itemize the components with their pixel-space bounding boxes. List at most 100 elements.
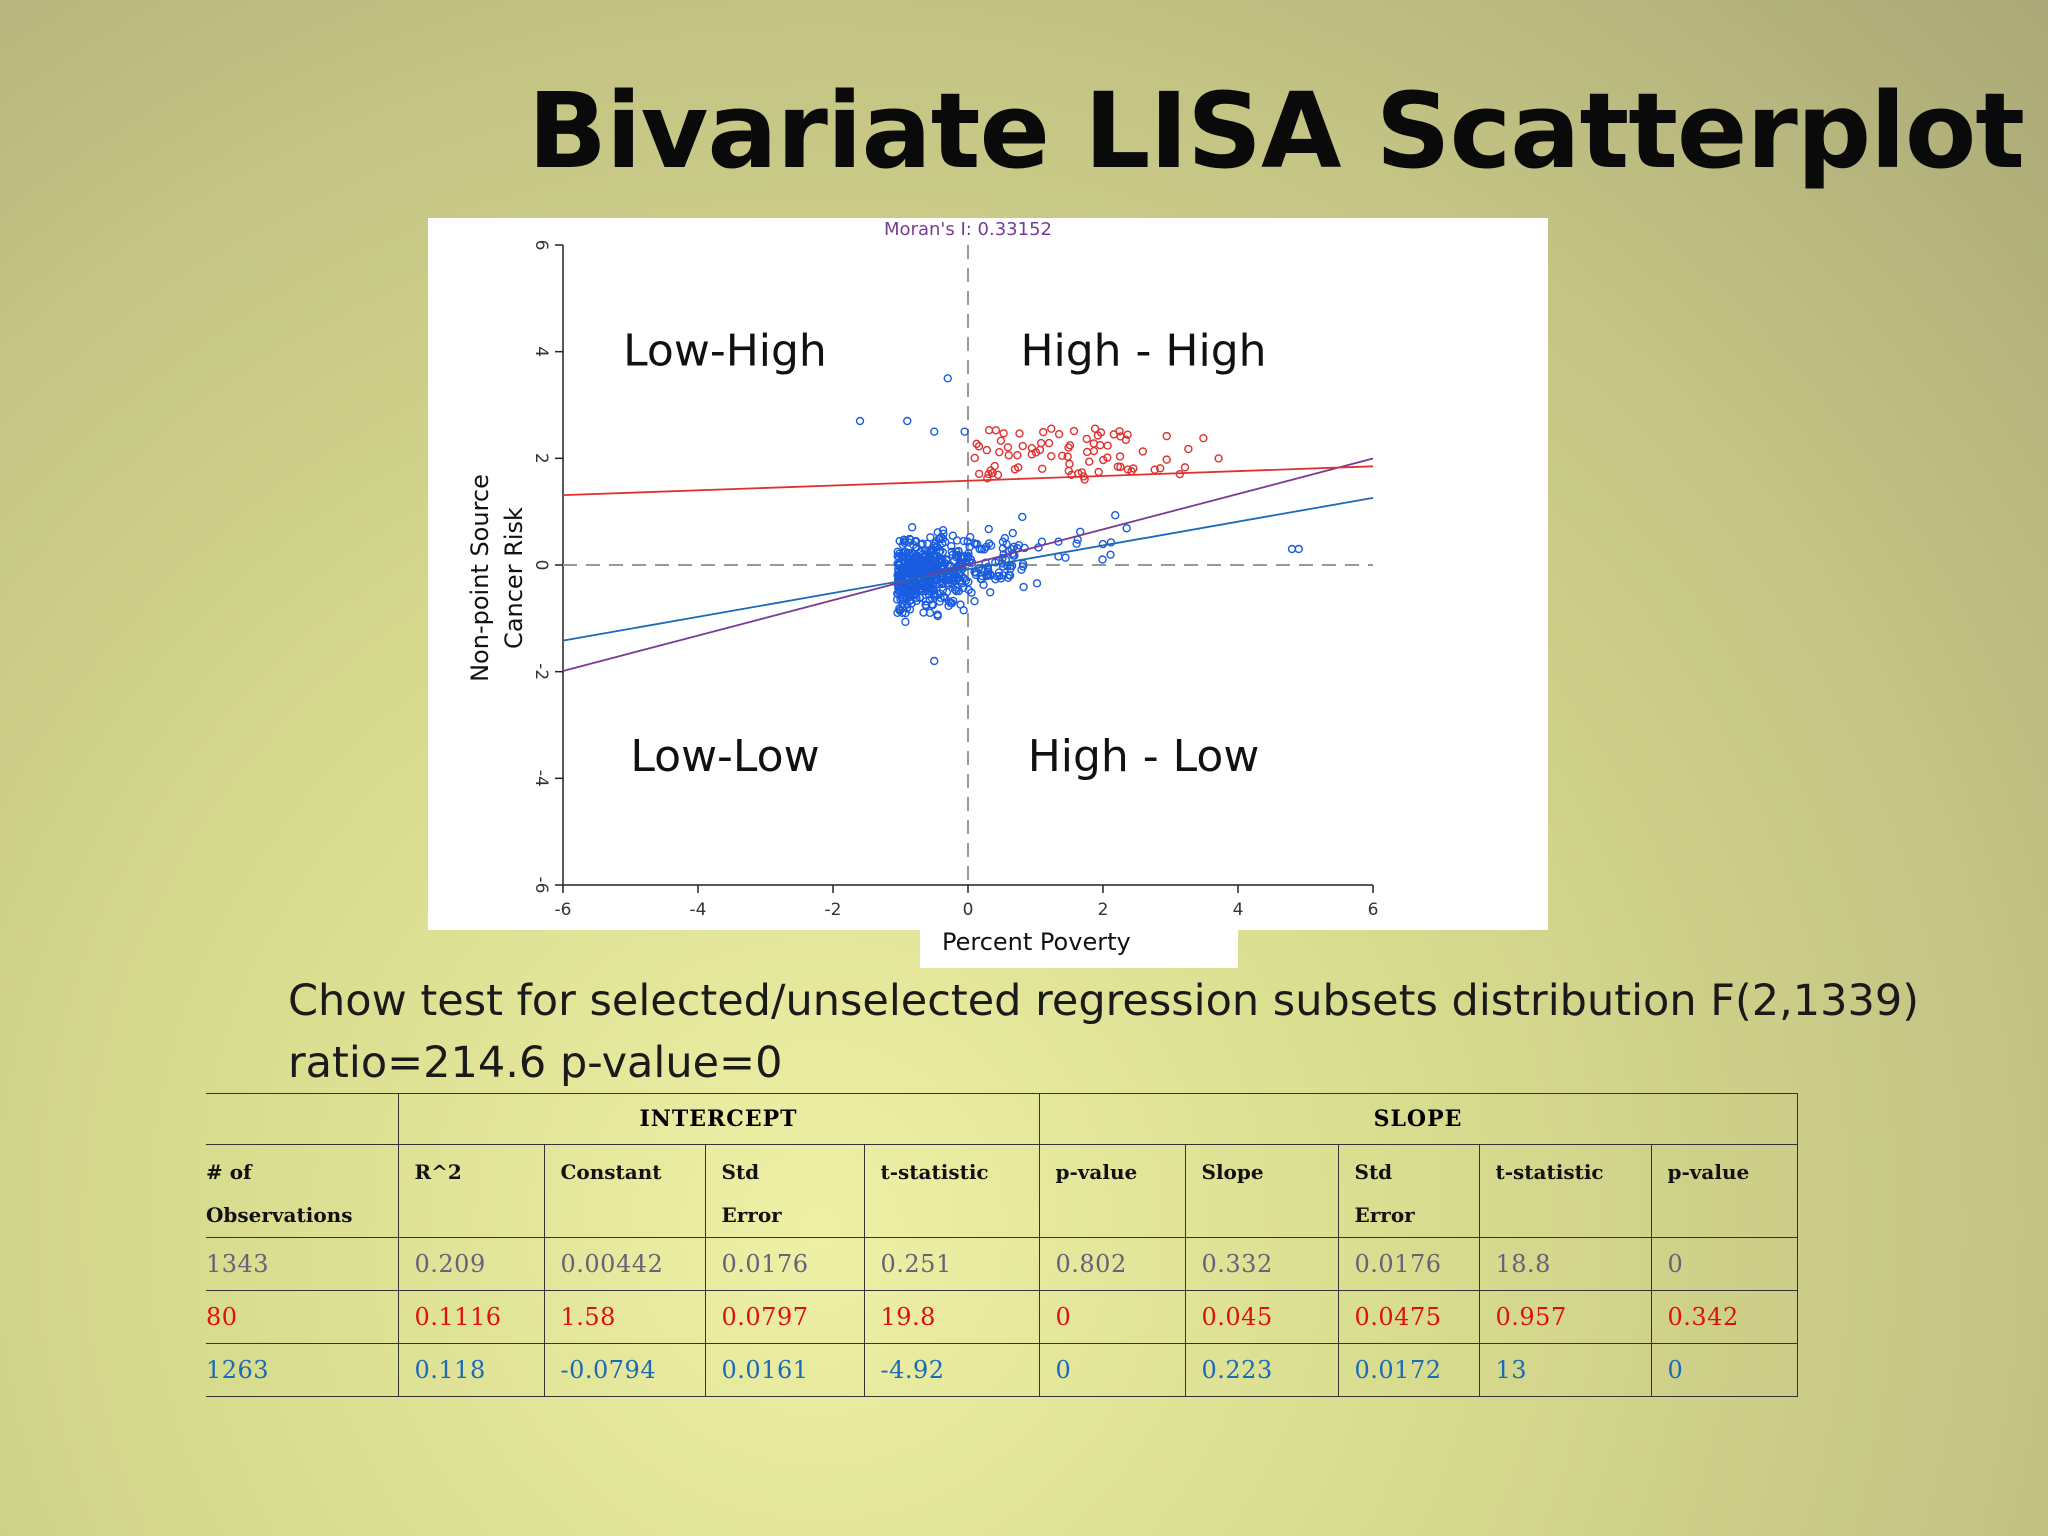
- regression-line: [562, 496, 1374, 642]
- data-point-selected: [1099, 455, 1108, 465]
- column-header: p-value: [1038, 1144, 1186, 1238]
- data-point-selected: [1093, 431, 1103, 440]
- data-point-unselected: [892, 595, 902, 604]
- data-point-unselected: [979, 580, 988, 590]
- data-point-unselected: [948, 531, 958, 540]
- data-point-unselected: [930, 589, 939, 598]
- table-cell: 1.58: [543, 1290, 706, 1344]
- slide-title: Bivariate LISA Scatterplot: [527, 70, 2025, 192]
- column-header-line: Slope: [1201, 1160, 1264, 1184]
- data-point-selected: [1084, 457, 1094, 466]
- data-point-selected: [1038, 464, 1047, 473]
- data-point-unselected: [893, 570, 902, 580]
- column-header: Constant: [543, 1144, 706, 1238]
- data-point-selected: [1184, 444, 1193, 454]
- data-point-unselected: [895, 536, 904, 546]
- table-cell: 0: [1650, 1343, 1798, 1397]
- data-point-unselected: [970, 539, 979, 548]
- data-point-unselected: [977, 574, 987, 584]
- data-point-selected: [972, 439, 981, 449]
- quadrant-label: High - Low: [1028, 731, 1260, 782]
- data-point-unselected: [933, 611, 942, 621]
- data-point-selected: [1031, 448, 1041, 457]
- table-row: 1343 0.209 0.00442 0.0176 0.251 0.802 0.332 0.0…: [206, 1237, 1798, 1291]
- column-header: Std Error: [1337, 1144, 1480, 1238]
- data-point-unselected: [998, 544, 1008, 553]
- table-cell: 80: [206, 1290, 399, 1344]
- data-point-unselected: [1019, 582, 1028, 592]
- data-point-unselected: [1020, 543, 1029, 553]
- data-point-selected: [1063, 452, 1072, 461]
- table-cell: 0: [1038, 1343, 1186, 1397]
- data-point-selected: [1015, 429, 1024, 438]
- y-tick-label: -2: [531, 663, 551, 680]
- table-cell: 0.1116: [397, 1290, 545, 1344]
- data-point-selected: [1047, 451, 1056, 461]
- data-point-unselected: [954, 546, 963, 556]
- data-point-selected: [1138, 447, 1148, 456]
- data-point-unselected: [933, 575, 942, 585]
- data-point-unselected: [936, 593, 945, 603]
- data-point-selected: [1103, 441, 1112, 450]
- column-header-line: p-value: [1055, 1160, 1138, 1184]
- column-header-line: Observations: [206, 1203, 353, 1227]
- table-cell: 0.0176: [1337, 1237, 1480, 1291]
- data-point-selected: [1162, 455, 1171, 464]
- column-header-line: # of: [206, 1160, 252, 1184]
- table-cell: 19.8: [863, 1290, 1040, 1344]
- data-point-unselected: [912, 596, 921, 606]
- table-cell: 0.00442: [543, 1237, 706, 1291]
- data-point-unselected: [994, 571, 1004, 581]
- data-point-unselected: [986, 588, 995, 597]
- data-point-unselected: [998, 553, 1007, 563]
- data-point-unselected: [971, 540, 980, 549]
- data-point-unselected: [935, 534, 945, 544]
- x-tick-label: -4: [690, 900, 707, 920]
- data-point-unselected: [924, 549, 933, 558]
- column-header-line: Error: [721, 1203, 782, 1227]
- data-point-selected: [999, 429, 1008, 438]
- data-point-selected: [1082, 434, 1091, 444]
- table-cell: 0.957: [1478, 1290, 1652, 1344]
- data-point-unselected: [960, 427, 969, 436]
- table-cell: 0.223: [1184, 1343, 1339, 1397]
- data-point-selected: [1094, 467, 1103, 477]
- data-point-selected: [995, 447, 1004, 457]
- column-header-line: p-value: [1667, 1160, 1750, 1184]
- data-point-selected: [996, 436, 1006, 446]
- data-point-unselected: [904, 558, 914, 567]
- x-axis-label-box: Percent Poverty: [920, 920, 1238, 968]
- data-point-unselected: [897, 569, 907, 579]
- data-point-unselected: [1106, 538, 1116, 547]
- slope-group-header: SLOPE: [1038, 1093, 1798, 1145]
- data-point-selected: [1036, 438, 1046, 448]
- data-point-unselected: [903, 416, 912, 426]
- y-tick-label: 2: [531, 453, 551, 464]
- data-point-unselected: [994, 568, 1004, 577]
- data-point-unselected: [952, 536, 962, 545]
- data-point-unselected: [1072, 539, 1081, 548]
- data-point-unselected: [964, 549, 973, 558]
- data-point-unselected: [909, 550, 918, 559]
- data-point-selected: [1044, 438, 1054, 448]
- data-point-unselected: [905, 534, 914, 544]
- y-axis-label: Non-point Source Cancer Risk: [466, 474, 528, 682]
- data-point-selected: [1082, 447, 1092, 457]
- table-corner: [206, 1093, 399, 1145]
- data-point-unselected: [957, 571, 966, 581]
- data-point-unselected: [965, 532, 975, 542]
- table-row: 80 0.1116 1.58 0.0797 19.8 0 0.045 0.0475 0.957 0…: [206, 1290, 1798, 1344]
- data-point-selected: [974, 442, 984, 451]
- table-cell: 1343: [206, 1237, 399, 1291]
- data-point-unselected: [984, 524, 993, 534]
- data-point-unselected: [943, 374, 952, 383]
- column-header-line: t-statistic: [880, 1160, 989, 1184]
- data-point-unselected: [1294, 544, 1303, 554]
- data-point-selected: [1180, 463, 1190, 472]
- table-cell: -4.92: [863, 1343, 1040, 1397]
- data-point-unselected: [946, 598, 955, 608]
- data-point-unselected: [937, 558, 946, 567]
- column-header-line: R^2: [414, 1160, 462, 1184]
- data-point-unselected: [956, 600, 965, 609]
- data-point-unselected: [1106, 550, 1115, 559]
